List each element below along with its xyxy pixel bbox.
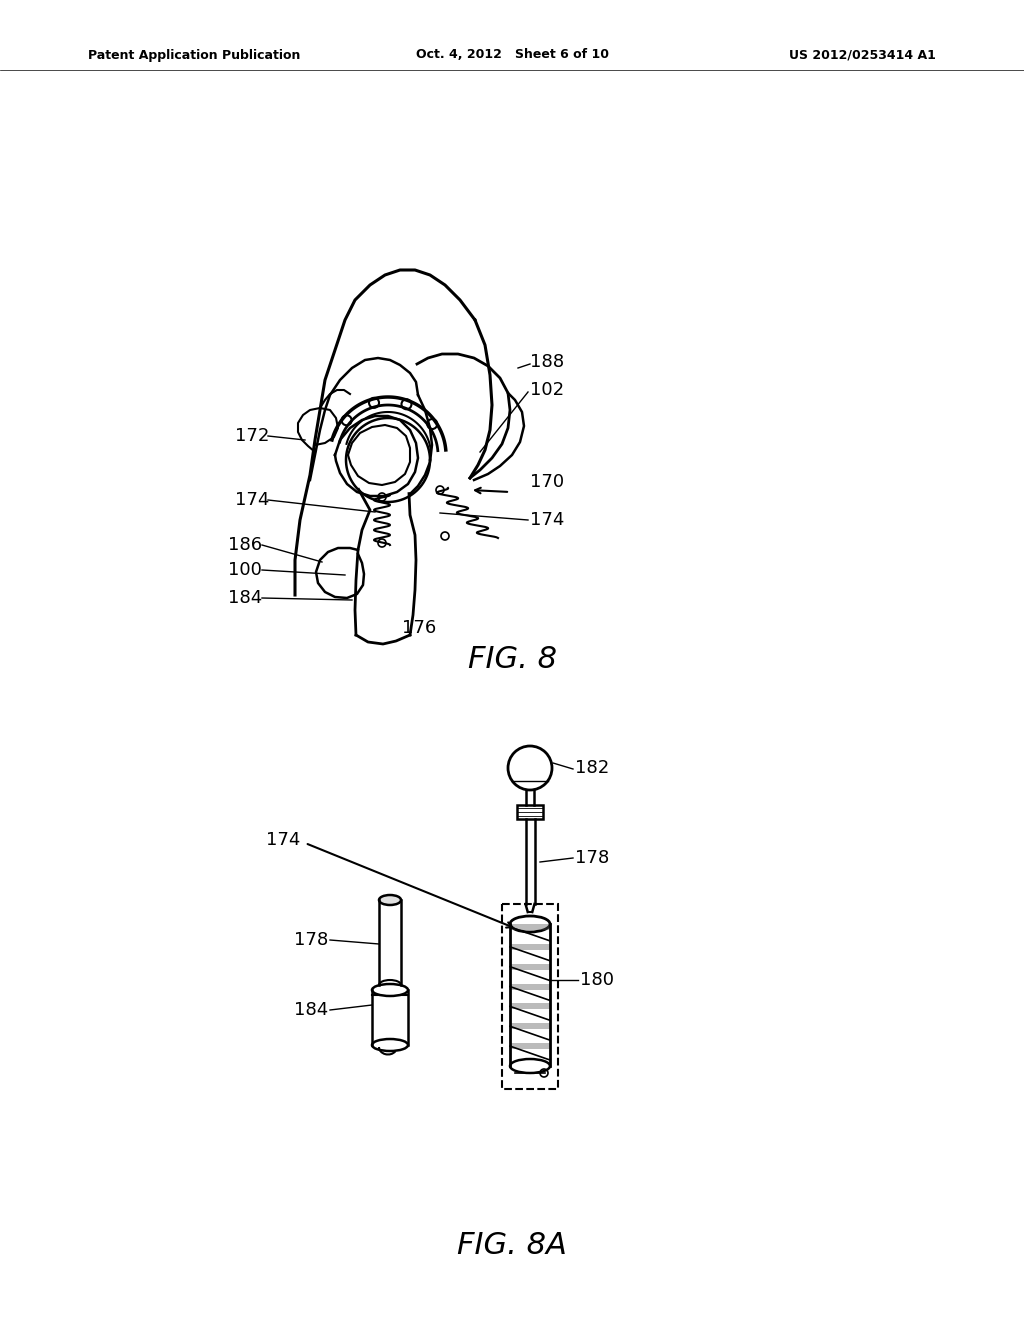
Ellipse shape: [510, 916, 550, 932]
Text: 170: 170: [530, 473, 564, 491]
Text: Patent Application Publication: Patent Application Publication: [88, 49, 300, 62]
Text: 174: 174: [234, 491, 269, 510]
Text: US 2012/0253414 A1: US 2012/0253414 A1: [790, 49, 936, 62]
Text: 178: 178: [575, 849, 609, 867]
Text: 184: 184: [228, 589, 262, 607]
Text: 100: 100: [228, 561, 262, 579]
Bar: [510, 1043, 550, 1049]
Text: 178: 178: [294, 931, 328, 949]
Ellipse shape: [372, 1039, 408, 1051]
Bar: [510, 983, 550, 990]
Bar: [510, 1003, 550, 1010]
Text: 184: 184: [294, 1001, 328, 1019]
Text: 186: 186: [228, 536, 262, 554]
Text: 176: 176: [402, 619, 436, 638]
Bar: [517, 805, 543, 818]
Bar: [510, 1023, 550, 1030]
Bar: [510, 924, 550, 931]
Text: FIG. 8A: FIG. 8A: [457, 1230, 567, 1259]
Text: 174: 174: [530, 511, 564, 529]
Text: 182: 182: [575, 759, 609, 777]
Text: 174: 174: [265, 832, 300, 849]
Bar: [510, 944, 550, 950]
Text: FIG. 8: FIG. 8: [468, 645, 556, 675]
Bar: [502, 904, 558, 1089]
Ellipse shape: [379, 979, 401, 990]
Text: 188: 188: [530, 352, 564, 371]
Circle shape: [508, 746, 552, 789]
Bar: [510, 964, 550, 970]
Ellipse shape: [372, 983, 408, 997]
Ellipse shape: [379, 895, 401, 906]
Ellipse shape: [510, 1059, 550, 1073]
Text: 180: 180: [580, 972, 614, 989]
Text: Oct. 4, 2012   Sheet 6 of 10: Oct. 4, 2012 Sheet 6 of 10: [416, 49, 608, 62]
Text: 172: 172: [234, 426, 269, 445]
Text: 102: 102: [530, 381, 564, 399]
